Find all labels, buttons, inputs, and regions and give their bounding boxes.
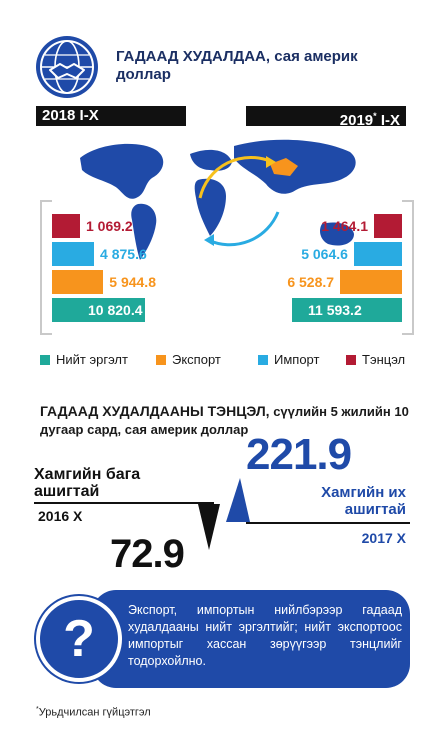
preliminary-mark: * [373, 111, 377, 121]
bar-2019-export [340, 270, 402, 294]
info-text: Экспорт, импортын нийлбэрээр гадаад худа… [128, 603, 402, 668]
bar-2018-total [52, 298, 146, 322]
bar-2018-balance [52, 214, 80, 238]
min-divider [34, 502, 214, 504]
legend-swatch [258, 354, 268, 365]
legend-label: Импорт [274, 352, 320, 367]
world-map-graphic [80, 139, 356, 260]
legend-item-import: Импорт [258, 352, 319, 367]
legend-item-total: Нийт эргэлт [40, 352, 128, 367]
value-label-2019-export: 6 528.7 [287, 274, 335, 290]
footnote: *Урьдчилсан гүйцэтгэл [36, 706, 151, 719]
footnote-mark: * [36, 706, 39, 713]
legend-label: Нийт эргэлт [56, 352, 128, 367]
info-box [92, 590, 410, 688]
bar-2018-import [52, 242, 95, 266]
min-balance-year: 2016 Х [38, 508, 83, 524]
page-title: ГАДААД ХУДАЛДАА, сая америк доллар [116, 48, 358, 83]
value-label-2018-export: 5 944.8 [109, 274, 156, 290]
value-label-2018-total: 10 820.4 [88, 302, 143, 318]
value-label-2018-import: 4 875.6 [100, 246, 147, 262]
legend-swatch [346, 354, 356, 365]
footnote-text: Урьдчилсан гүйцэтгэл [38, 706, 151, 719]
period-suffix: I-X [376, 112, 400, 129]
value-label-2019-total: 11 593.2 [308, 302, 362, 318]
legend-item-balance: Тэнцэл [346, 352, 405, 367]
bar-2019-import [353, 242, 402, 266]
handshake-globe-icon [36, 36, 98, 98]
left-bracket [40, 200, 52, 335]
value-label-2019-import: 5 064.6 [301, 246, 348, 262]
balance-section-title: ГАДААД ХУДАЛДААНЫ ТЭНЦЭЛ, сүүлийн 5 жили… [40, 402, 415, 439]
legend-label: Экспорт [172, 352, 221, 367]
mongolia-highlight [270, 158, 298, 176]
balance-title-bold: ГАДААД ХУДАЛДААНЫ ТЭНЦЭЛ, [40, 403, 270, 419]
period-label-2019: 2019* I-X [246, 106, 406, 129]
question-mark-icon: ? [36, 596, 122, 682]
max-balance-year: 2017 Х [361, 530, 406, 546]
legend-swatch [156, 354, 166, 365]
legend-item-export: Экспорт [156, 352, 221, 367]
legend-swatch [40, 354, 50, 365]
min-balance-label: Хамгийн бага ашигтай [34, 466, 141, 500]
period-label-2018: 2018 I-X [36, 106, 186, 126]
max-balance-label: Хамгийн их ашигтай [321, 484, 406, 518]
period-year: 2019 [339, 112, 374, 129]
value-label-2019-balance: 1 464.1 [321, 218, 368, 234]
bar-2019-balance [374, 214, 402, 238]
max-divider [246, 522, 410, 524]
balance-triangles [198, 478, 250, 550]
value-label-2018-balance: 1 069.2 [86, 218, 133, 234]
bar-2019-total [292, 298, 402, 322]
balance-title-rest: сүүлийн 5 жилийн 10 дугаар сард, сая аме… [40, 404, 409, 437]
right-bracket [402, 200, 414, 335]
legend: Нийт эргэлт Экспорт Импорт Тэнцэл [40, 352, 420, 368]
max-balance-value: 221.9 [246, 430, 352, 479]
legend-label: Тэнцэл [362, 352, 406, 367]
min-balance-value: 72.9 [110, 532, 185, 576]
bar-2018-export [52, 270, 104, 294]
